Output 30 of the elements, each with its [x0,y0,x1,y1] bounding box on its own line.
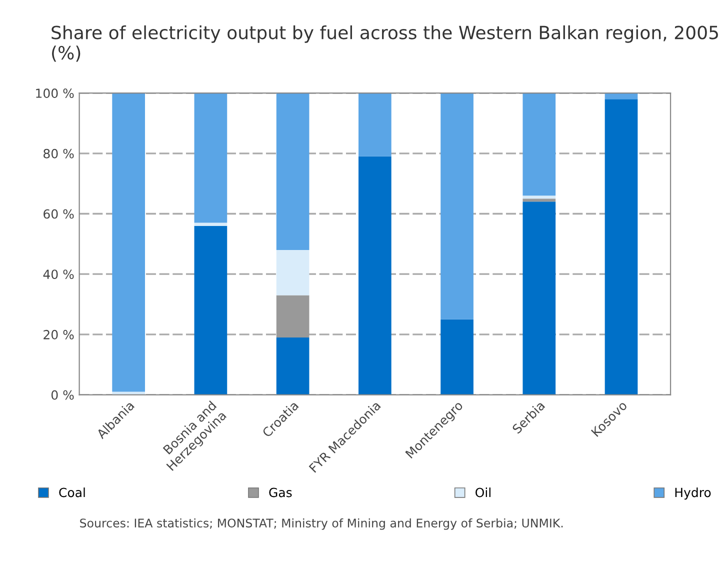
y-tick-label: 80 % [44,148,74,158]
bar [276,295,310,338]
bar [522,196,556,199]
bar [194,226,228,395]
legend-label: Hydro [675,488,711,500]
y-tick-label: 0 % [51,390,74,400]
y-tick-label: 100 % [36,88,74,98]
bar [112,93,145,392]
legend-label: Coal [59,488,85,498]
bar [440,93,474,320]
y-tick-label: 60 % [44,209,74,219]
bar [522,198,556,202]
bar [522,93,556,196]
y-tick-label: 20 % [44,330,74,340]
bar [194,222,228,226]
bar [440,319,474,395]
bar [194,93,228,223]
chart-title: Share of electricity output by fuel across the Western Balkan region, 2005 (%) [52,25,718,62]
bar [358,93,392,156]
y-tick-label: 40 % [43,270,74,280]
bar [604,99,638,395]
legend-label: Oil [476,488,490,498]
bar [604,93,638,100]
bar [522,202,556,395]
legend-label: Gas [269,488,292,498]
bar [276,250,310,296]
source-note: Sources: IEA statistics; MONSTAT; Ministry of Mining and Energy of Serbia; UNMIK. [80,518,563,530]
bar [358,156,392,395]
bar [276,337,310,395]
bar [276,93,310,250]
